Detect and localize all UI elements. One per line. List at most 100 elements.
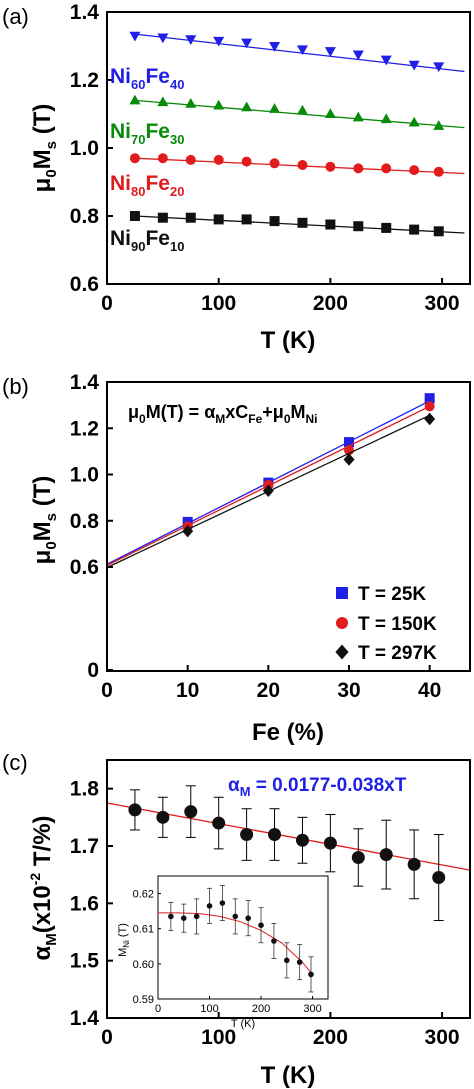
data-point (185, 98, 197, 108)
data-point (157, 33, 169, 44)
label-ni60fe40: Ni60Fe40 (110, 65, 184, 92)
data-point (381, 163, 392, 174)
x-tick-label: 20 (257, 679, 280, 702)
panel-b-ticks: 0 10 20 30 40 0 0.6 0.8 1.0 1.2 1.4 (70, 371, 442, 702)
y-tick-label: 0.62 (133, 889, 154, 901)
data-point (240, 828, 254, 842)
inset-data-point (206, 903, 213, 909)
legend-marker (336, 617, 348, 629)
panel-c-inset: 0 100 200 300 0.59 0.60 0.61 0.62 T (K) MNi (T) (117, 875, 329, 1030)
data-point (343, 453, 355, 466)
panel-b-frame (106, 381, 471, 672)
panel-b-xlabel: Fe (%) (252, 719, 324, 746)
inset-data (158, 885, 314, 993)
data-point (262, 484, 274, 497)
y-tick-label: 1.4 (70, 1, 100, 24)
x-tick-label: 10 (176, 679, 199, 702)
inset-data-point (180, 915, 187, 921)
data-point (129, 211, 140, 221)
data-point (269, 103, 281, 113)
data-point (408, 116, 420, 127)
y-tick-label: 1.4 (70, 371, 100, 394)
data-point (352, 50, 364, 61)
data-point (295, 833, 309, 847)
x-tick-label: 0 (101, 292, 113, 315)
data-point (157, 96, 169, 107)
inset-data-point (271, 938, 277, 944)
data-point (381, 222, 392, 233)
inset-data-point (193, 913, 200, 920)
data-point (185, 154, 196, 165)
inset-data-point (168, 913, 174, 920)
data-point (380, 113, 392, 124)
data-point (324, 108, 336, 118)
data-point (268, 828, 282, 842)
y-tick-label: 1.5 (70, 950, 100, 973)
y-tick-label: 0.61 (133, 924, 154, 936)
data-point (213, 36, 225, 47)
data-point (185, 212, 196, 223)
inset-frame (157, 875, 329, 1000)
x-tick-label: 200 (252, 1003, 270, 1015)
data-point (185, 35, 197, 45)
data-point (353, 221, 364, 232)
data-point (407, 857, 421, 871)
legend-marker (335, 644, 349, 660)
data-point (432, 871, 446, 885)
y-tick-label: 1.2 (70, 417, 99, 440)
x-tick-label: 200 (313, 1026, 348, 1049)
inset-data-point (258, 922, 264, 928)
inset-data-point (308, 971, 314, 978)
data-point (344, 437, 354, 448)
data-point (424, 401, 435, 412)
y-tick-label: 1.4 (70, 1007, 100, 1030)
x-tick-label: 40 (418, 679, 441, 702)
data-point (297, 160, 308, 170)
panel-c-label: (c) (2, 750, 28, 775)
data-point (433, 166, 444, 177)
x-tick-label: 300 (425, 292, 460, 315)
x-tick-label: 100 (201, 1026, 236, 1049)
data-point (409, 224, 420, 235)
data-point (241, 214, 252, 225)
x-tick-label: 300 (425, 1026, 460, 1049)
x-tick-label: 100 (200, 1003, 218, 1015)
data-point (296, 104, 308, 115)
legend-label: T = 150K (358, 614, 437, 635)
data-point (433, 62, 445, 73)
data-point (241, 156, 252, 167)
legend-label: T = 297K (358, 643, 437, 664)
data-point (433, 120, 445, 130)
panel-a: (a) 0 100 200 300 0.6 0.8 1.0 1.2 1.4 T (K) μ0Ms… (2, 1, 471, 354)
panel-c: (c) 0 100 200 300 1.4 1.5 1.6 1.7 1.8 T (K) αM(x… (2, 750, 471, 1089)
data-point (213, 99, 225, 110)
panel-b-label: (b) (2, 374, 29, 399)
y-tick-label: 0 (87, 659, 99, 682)
data-point (212, 816, 226, 830)
data-point (156, 810, 170, 824)
data-point (184, 805, 198, 819)
data-point (269, 42, 281, 52)
x-tick-label: 30 (337, 679, 360, 702)
data-point (213, 154, 224, 165)
data-point (128, 803, 142, 817)
data-point (351, 850, 365, 864)
panel-b-legend: T = 25K T = 150K T = 297K (335, 584, 437, 664)
data-point (433, 226, 444, 237)
y-tick-label: 0.6 (70, 273, 99, 296)
data-point (241, 38, 253, 49)
y-tick-label: 1.0 (70, 137, 99, 160)
x-tick-label: 0 (101, 679, 113, 702)
x-tick-label: 0 (101, 1026, 113, 1049)
panel-c-xlabel: T (K) (261, 1062, 316, 1089)
x-tick-label: 100 (201, 292, 236, 315)
data-point (380, 55, 392, 66)
data-point (325, 219, 336, 230)
data-point (129, 31, 141, 42)
inset-xlabel: T (K) (231, 1018, 255, 1030)
x-tick-label: 200 (313, 292, 348, 315)
inset-data-point (232, 913, 239, 920)
data-point (408, 60, 420, 71)
inset-data-point (219, 900, 226, 906)
